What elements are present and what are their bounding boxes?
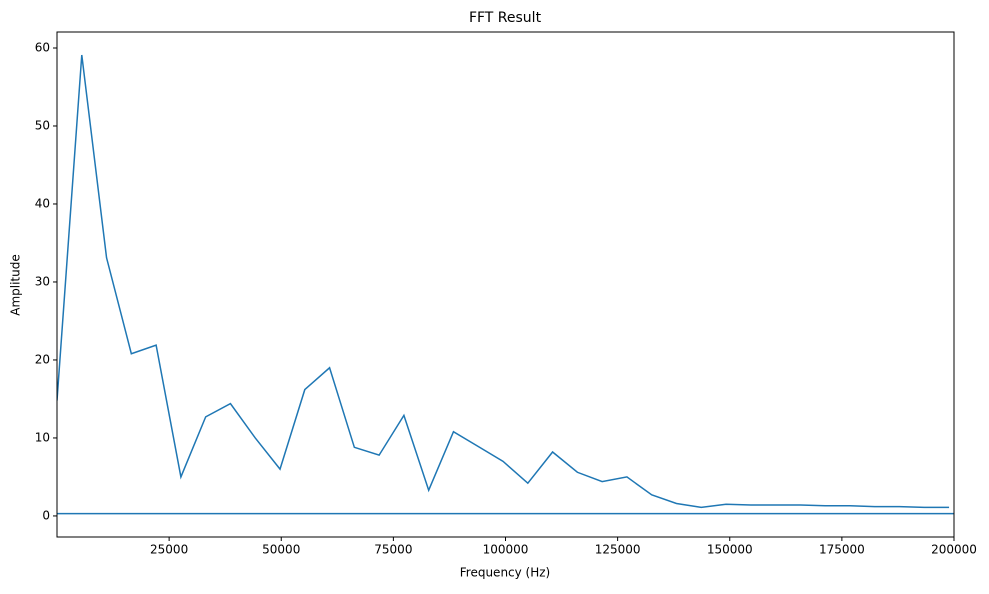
plot-area [57,54,954,515]
y-tick-label: 30 [35,274,50,288]
x-tick-label: 200000 [931,543,977,557]
x-tick-label: 25000 [150,543,188,557]
y-tick-label: 10 [35,430,50,444]
chart-title: FFT Result [469,10,542,26]
data-line [57,54,950,509]
y-tick-label: 20 [35,352,50,366]
y-tick-label: 60 [35,40,50,54]
x-tick-label: 175000 [819,543,865,557]
y-tick-label: 0 [42,508,50,522]
y-tick-label: 50 [35,118,50,132]
axes-frame [56,31,955,538]
x-tick-label: 75000 [374,543,412,557]
x-tick-label: 125000 [595,543,641,557]
x-tick-label: 150000 [707,543,753,557]
x-axis-label: Frequency (Hz) [460,566,551,580]
x-tick-label: 50000 [262,543,300,557]
y-tick-label: 40 [35,196,50,210]
x-tick-label: 100000 [483,543,529,557]
y-axis-label: Amplitude [9,254,23,316]
